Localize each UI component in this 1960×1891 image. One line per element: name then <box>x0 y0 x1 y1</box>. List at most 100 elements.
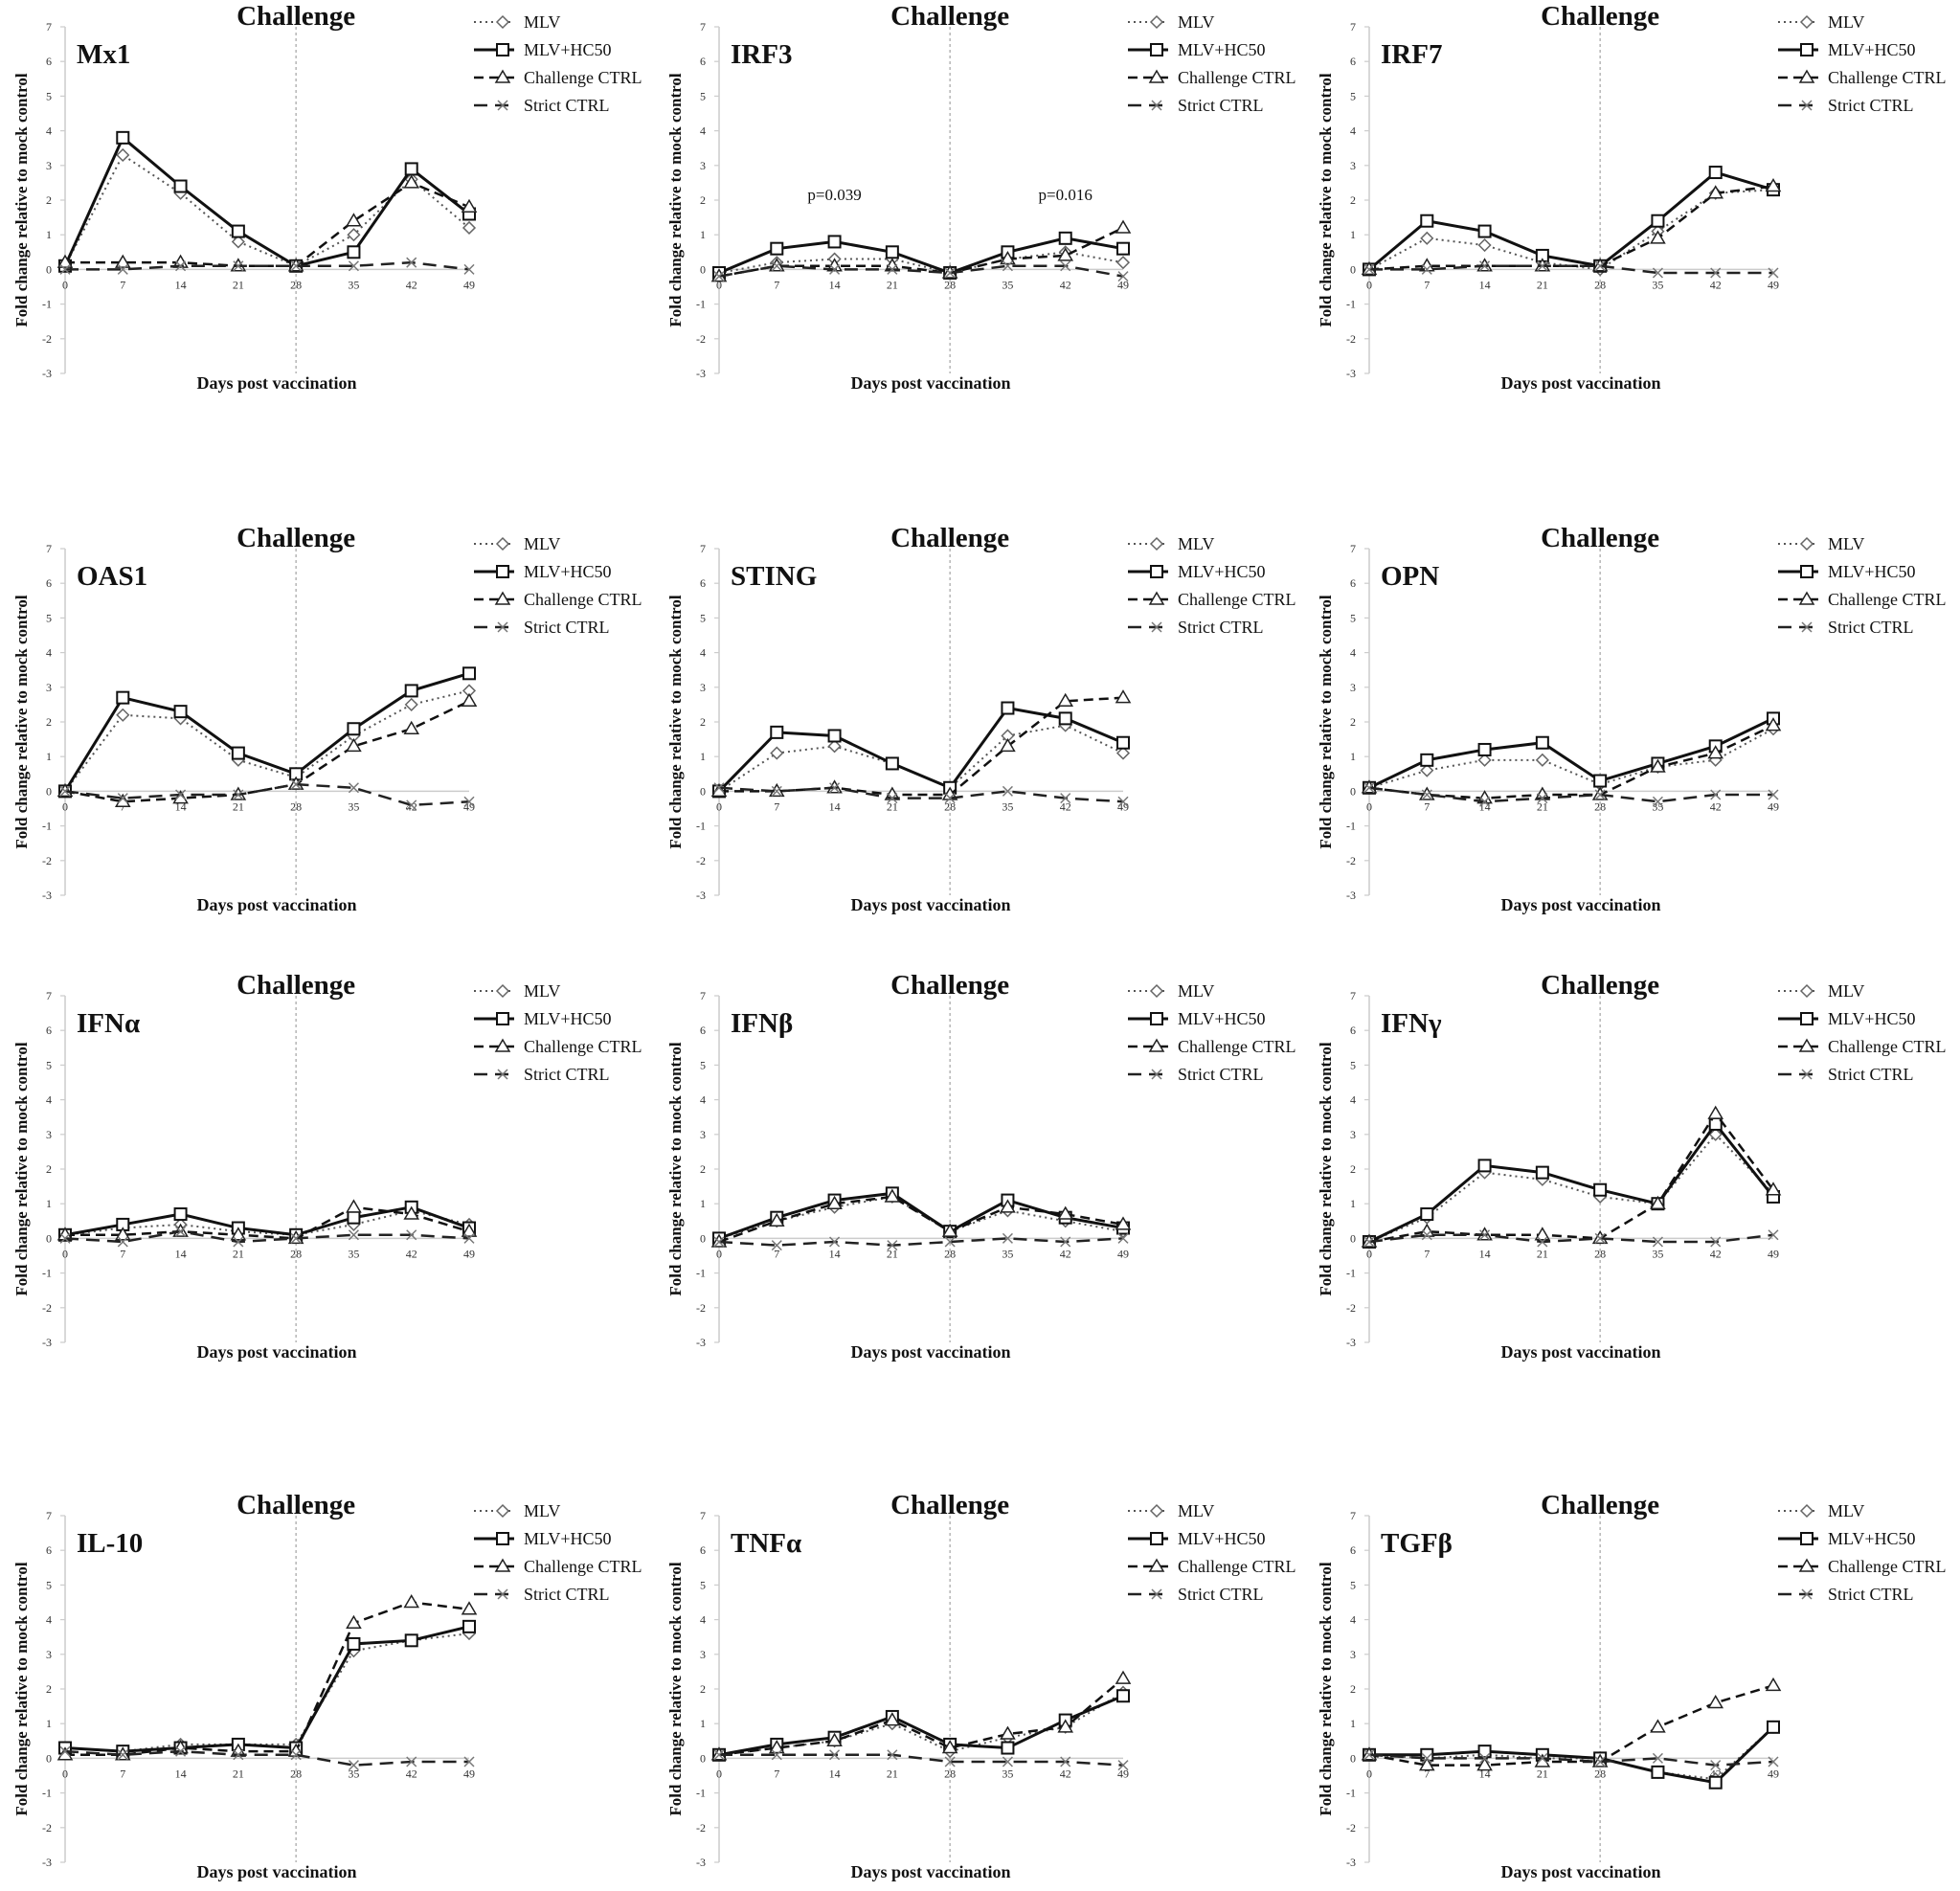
x-tick-label: 49 <box>463 799 475 813</box>
y-axis-label: Fold change relative to mock control <box>1317 1042 1335 1295</box>
data-point <box>1000 1199 1016 1213</box>
series-line <box>1368 1684 1774 1767</box>
y-tick-label: -1 <box>42 820 52 833</box>
data-point <box>1476 1757 1493 1771</box>
legend-marker <box>1148 591 1165 605</box>
legend-marker <box>1800 1532 1814 1545</box>
data-point <box>347 1636 361 1651</box>
y-axis-label: Fold change relative to mock control <box>1317 595 1335 848</box>
legend-entry: MLV+HC50 <box>474 40 612 59</box>
y-tick-label: 5 <box>700 611 706 624</box>
data-point <box>56 254 74 268</box>
data-point <box>941 1740 958 1754</box>
y-tick-label: 0 <box>1350 1231 1356 1245</box>
x-tick-label: 0 <box>716 278 722 291</box>
y-tick-label: 1 <box>1350 1197 1356 1210</box>
data-point <box>1535 735 1549 750</box>
data-point <box>713 271 725 282</box>
series-line <box>1368 1233 1774 1244</box>
legend-label: Strict CTRL <box>1828 618 1914 637</box>
legend-marker <box>496 1012 509 1025</box>
legend-label: MLV <box>1178 1501 1214 1520</box>
x-tick-label: 49 <box>1117 1247 1129 1260</box>
y-tick-label: 1 <box>46 1717 52 1730</box>
chart-title: OAS1 <box>77 561 147 592</box>
y-tick-label: 2 <box>1350 1682 1356 1696</box>
chart-title: IFNα <box>77 1008 140 1039</box>
legend-label: MLV <box>524 981 560 1001</box>
x-tick-label: 42 <box>406 278 417 291</box>
y-tick-label: 3 <box>46 159 52 172</box>
data-point <box>887 1749 898 1761</box>
y-tick-label: 6 <box>700 1543 706 1557</box>
data-point <box>1710 1760 1722 1771</box>
data-point <box>233 789 244 800</box>
data-point <box>1420 214 1434 228</box>
x-tick-label: 49 <box>1768 278 1779 291</box>
series-line <box>718 1677 1124 1757</box>
data-point <box>346 1199 362 1213</box>
data-point <box>1651 1765 1665 1779</box>
y-tick-label: -2 <box>42 332 52 346</box>
data-point <box>1479 1752 1491 1764</box>
legend-entry: Challenge CTRL <box>474 1037 642 1056</box>
chart-panel-5: -3 -2 -1 0 1 2 3 4 5 6 7 0 7 14 21 28 35 42 49 Fold change … <box>1304 522 1958 924</box>
data-point <box>463 796 475 807</box>
x-tick-label: 42 <box>1060 278 1071 291</box>
x-tick-label: 7 <box>1424 278 1430 291</box>
data-point <box>1000 737 1016 753</box>
legend-label: Strict CTRL <box>524 1065 610 1084</box>
x-tick-label: 21 <box>233 278 244 291</box>
legend-label: Challenge CTRL <box>524 1037 642 1056</box>
data-point <box>1707 1694 1724 1709</box>
x-tick-label: 35 <box>1652 1247 1663 1260</box>
y-tick-label: 1 <box>1350 228 1356 241</box>
data-point <box>1060 1236 1071 1248</box>
legend-marker <box>497 1069 508 1080</box>
x-tick-label: 7 <box>774 278 779 291</box>
series-line <box>64 1632 470 1753</box>
x-tick-label: 35 <box>1002 278 1013 291</box>
legend-entry: Challenge CTRL <box>474 68 642 87</box>
legend-marker <box>1150 1012 1163 1025</box>
y-tick-label: 6 <box>46 1024 52 1037</box>
legend-marker <box>1801 100 1813 111</box>
series-line <box>718 1195 1124 1240</box>
x-tick-label: 0 <box>1366 278 1372 291</box>
y-axis-label: Fold change relative to mock control <box>666 1562 685 1815</box>
legend-entry: MLV <box>474 12 560 32</box>
y-tick-label: -1 <box>696 820 706 833</box>
legend-marker <box>494 69 511 83</box>
chart-svg-4: -3 -2 -1 0 1 2 3 4 5 6 7 0 7 14 21 28 35 42 49 Fold change … <box>666 523 1295 914</box>
legend-label: MLV+HC50 <box>1178 1009 1266 1028</box>
legend-marker <box>1151 1588 1162 1600</box>
x-tick-label: 35 <box>1002 799 1013 813</box>
challenge-label: Challenge <box>1541 1490 1659 1520</box>
chart-title: IL-10 <box>77 1528 143 1559</box>
challenge-label: Challenge <box>237 523 355 553</box>
data-point <box>406 1229 417 1241</box>
x-tick-label: 42 <box>1710 799 1722 813</box>
y-tick-label: -1 <box>1346 298 1356 311</box>
y-tick-label: 4 <box>1350 1613 1356 1627</box>
legend-label: Challenge CTRL <box>1178 1557 1295 1576</box>
chart-panel-0: -3 -2 -1 0 1 2 3 4 5 6 7 0 7 14 21 28 35 42 49 Fold change … <box>0 0 654 402</box>
y-tick-label: -3 <box>42 1856 52 1869</box>
chart-svg-10: -3 -2 -1 0 1 2 3 4 5 6 7 0 7 14 21 28 35 42 49 Fold change … <box>666 1490 1295 1881</box>
x-tick-label: 0 <box>62 1767 68 1780</box>
y-tick-label: 2 <box>46 193 52 207</box>
y-tick-label: 6 <box>1350 576 1356 590</box>
y-tick-label: 2 <box>700 1162 706 1176</box>
chart-svg-7: -3 -2 -1 0 1 2 3 4 5 6 7 0 7 14 21 28 35 42 49 Fold change … <box>666 970 1295 1362</box>
y-tick-label: -1 <box>1346 820 1356 833</box>
legend-marker <box>1799 14 1814 30</box>
data-point <box>1594 1756 1606 1767</box>
y-tick-label: -2 <box>42 854 52 867</box>
x-tick-label: 49 <box>463 1247 475 1260</box>
legend-entry: MLV <box>474 534 560 553</box>
y-tick-label: 3 <box>700 1648 706 1661</box>
data-point <box>461 1601 478 1615</box>
y-tick-label: 7 <box>1350 989 1356 1002</box>
data-point <box>1707 1105 1724 1119</box>
